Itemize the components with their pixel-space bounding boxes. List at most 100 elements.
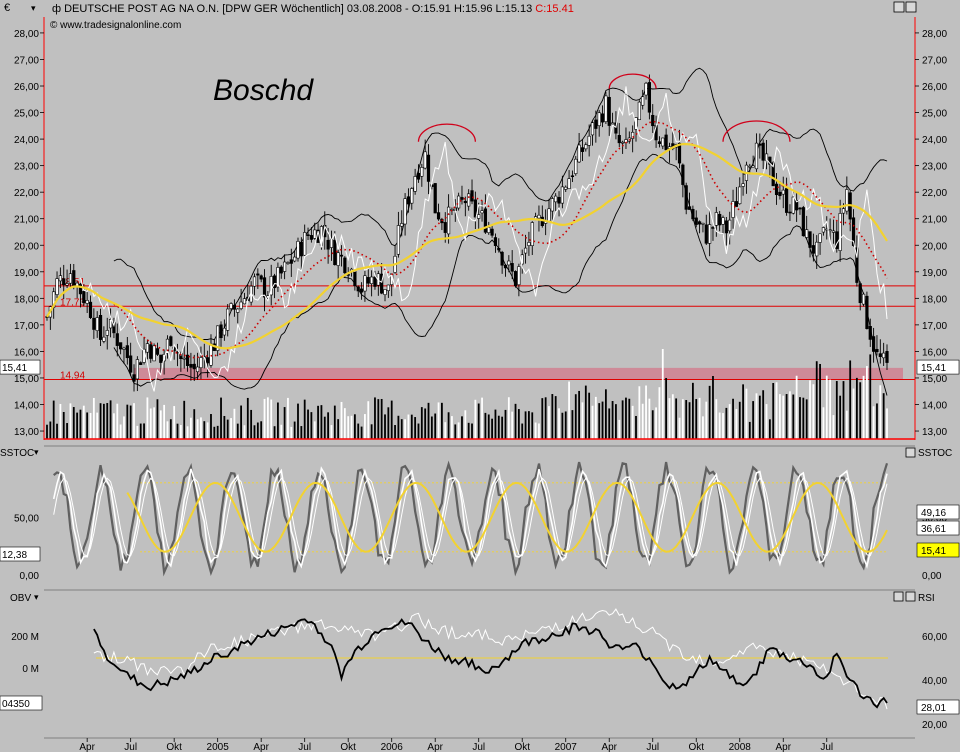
volume-bar xyxy=(119,424,122,439)
volume-bar xyxy=(789,391,791,439)
candle-body xyxy=(135,359,139,380)
volume-bar xyxy=(497,415,500,439)
volume-bar xyxy=(568,381,570,439)
volume-bar xyxy=(691,382,694,439)
volume-bar xyxy=(283,407,286,439)
volume-bar xyxy=(591,405,594,439)
volume-bar xyxy=(611,401,614,439)
volume-bar xyxy=(671,394,674,439)
price-y-label-left: 19,00 xyxy=(14,268,39,279)
candle-body xyxy=(423,151,427,169)
volume-bar xyxy=(477,403,480,439)
candle-body xyxy=(199,357,203,369)
volume-bar xyxy=(842,381,845,439)
expand-icon[interactable] xyxy=(905,447,916,458)
volume-bar xyxy=(307,409,309,439)
volume-bar xyxy=(327,412,330,439)
candle-body xyxy=(72,270,76,287)
candle-body xyxy=(731,201,735,218)
volume-bar xyxy=(216,425,219,439)
close-pane-icon[interactable] xyxy=(905,1,917,13)
candle-body xyxy=(885,351,889,363)
close-pane-icon[interactable] xyxy=(905,591,916,602)
candle-body xyxy=(95,317,99,331)
candle-body xyxy=(152,345,156,362)
candle-body xyxy=(711,227,715,229)
volume-bar xyxy=(109,400,112,439)
candle-body xyxy=(62,278,66,286)
volume-bar xyxy=(270,399,273,439)
volume-bar xyxy=(233,408,236,439)
volume-bar xyxy=(56,423,58,439)
chevron-down-icon[interactable]: ▾ xyxy=(34,447,39,457)
volume-bar xyxy=(474,399,477,439)
last-value-label: 15,41 xyxy=(921,363,946,374)
volume-bar xyxy=(588,392,591,439)
chevron-down-icon[interactable]: ▾ xyxy=(34,592,39,602)
volume-bar xyxy=(360,426,363,439)
volume-bar xyxy=(544,397,547,439)
candle-body xyxy=(55,278,59,295)
stochastic-title-right: SSTOC xyxy=(918,448,952,459)
price-y-label-left: 18,00 xyxy=(14,294,39,305)
candle-body xyxy=(313,229,317,239)
candle-body xyxy=(865,295,869,329)
volume-bar xyxy=(461,416,463,439)
volume-bar xyxy=(263,398,266,439)
candle-body xyxy=(517,266,521,286)
candle-body xyxy=(724,220,728,234)
price-y-label-left: 22,00 xyxy=(14,188,39,199)
candle-body xyxy=(326,239,330,250)
price-y-label-left: 14,00 xyxy=(14,400,39,411)
volume-bar xyxy=(484,412,487,439)
candle-body xyxy=(85,299,89,304)
candle-body xyxy=(547,208,551,222)
candle-body xyxy=(259,275,263,280)
volume-bar xyxy=(320,405,323,439)
rsi-line xyxy=(93,608,888,710)
x-tick-label: Okt xyxy=(166,742,182,752)
currency-icon[interactable]: € xyxy=(4,2,10,14)
volume-bar xyxy=(521,423,524,439)
candle-body xyxy=(490,228,494,236)
volume-bar xyxy=(253,425,256,439)
candle-body xyxy=(483,208,488,233)
volume-bar xyxy=(303,399,306,439)
x-tick-label: Apr xyxy=(601,742,617,752)
candle-body xyxy=(647,82,651,113)
volume-bar xyxy=(52,400,55,439)
candle-body xyxy=(872,336,876,352)
volume-bar xyxy=(183,400,186,439)
x-tick-label: Apr xyxy=(427,742,443,752)
volume-bar xyxy=(772,383,775,439)
volume-bar xyxy=(293,421,296,439)
volume-bar xyxy=(353,414,356,439)
volume-bar xyxy=(688,402,691,439)
candle-body xyxy=(420,167,424,177)
volume-bar xyxy=(427,402,430,439)
stochastic-value-box xyxy=(916,504,960,520)
x-tick-label: 2006 xyxy=(381,742,404,752)
stochastic-k-line xyxy=(52,466,888,569)
chevron-down-icon[interactable]: ▾ xyxy=(31,3,36,13)
expand-icon[interactable] xyxy=(893,591,904,602)
candle-body xyxy=(567,178,571,189)
volume-bar xyxy=(200,417,202,439)
last-value-label-left: 15,41 xyxy=(2,363,27,374)
volume-bar xyxy=(79,409,82,439)
volume-bar xyxy=(705,401,708,439)
candle-body xyxy=(554,195,558,203)
expand-icon[interactable] xyxy=(893,1,905,13)
candle-body xyxy=(309,235,313,240)
volume-bar xyxy=(795,375,798,439)
moving-averages xyxy=(46,86,888,392)
volume-bar xyxy=(126,404,129,439)
obv-title: OBV xyxy=(10,593,31,604)
volume-bar xyxy=(441,402,443,439)
candle-body xyxy=(269,276,273,296)
candle-body xyxy=(436,212,441,220)
price-y-label-right: 28,00 xyxy=(922,29,947,40)
candle-body xyxy=(523,247,528,254)
volume-bar xyxy=(758,395,761,439)
candle-body xyxy=(159,354,163,363)
